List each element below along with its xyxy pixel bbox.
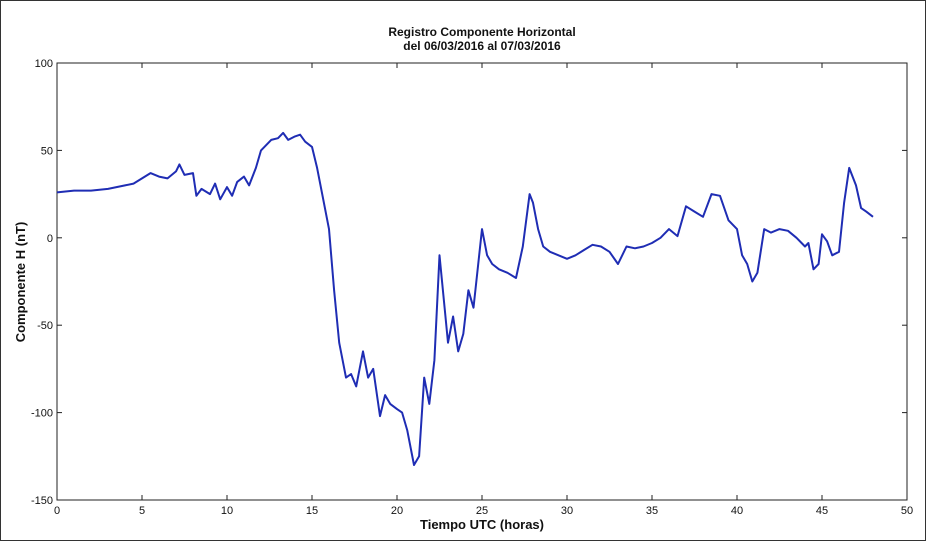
y-axis-ticks: -150 -100 -50 0 50 100 bbox=[31, 58, 907, 507]
x-tick-label: 30 bbox=[561, 505, 573, 517]
x-tick-label: 5 bbox=[139, 505, 145, 517]
x-axis-ticks: 0 5 10 15 20 25 30 35 40 45 50 bbox=[54, 63, 913, 517]
x-tick-label: 20 bbox=[391, 505, 403, 517]
series-line bbox=[56, 131, 874, 466]
x-tick-label: 10 bbox=[221, 505, 233, 517]
x-tick-label: 45 bbox=[816, 505, 828, 517]
x-tick-label: 0 bbox=[54, 505, 60, 517]
y-tick-label: -150 bbox=[31, 495, 53, 507]
y-tick-label: 100 bbox=[35, 58, 53, 70]
y-tick-label: -50 bbox=[37, 320, 53, 332]
x-tick-label: 25 bbox=[476, 505, 488, 517]
chart-title: Registro Componente Horizontal bbox=[388, 25, 575, 39]
x-tick-label: 50 bbox=[901, 505, 913, 517]
x-axis-label: Tiempo UTC (horas) bbox=[420, 517, 544, 532]
plot-area bbox=[56, 62, 908, 501]
y-axis-label: Componente H (nT) bbox=[13, 222, 28, 343]
y-tick-label: 50 bbox=[41, 145, 53, 157]
x-tick-label: 15 bbox=[306, 505, 318, 517]
x-tick-label: 40 bbox=[731, 505, 743, 517]
x-tick-label: 35 bbox=[646, 505, 658, 517]
y-tick-label: -100 bbox=[31, 408, 53, 420]
y-tick-label: 0 bbox=[47, 233, 53, 245]
chart-subtitle: del 06/03/2016 al 07/03/2016 bbox=[403, 39, 561, 53]
